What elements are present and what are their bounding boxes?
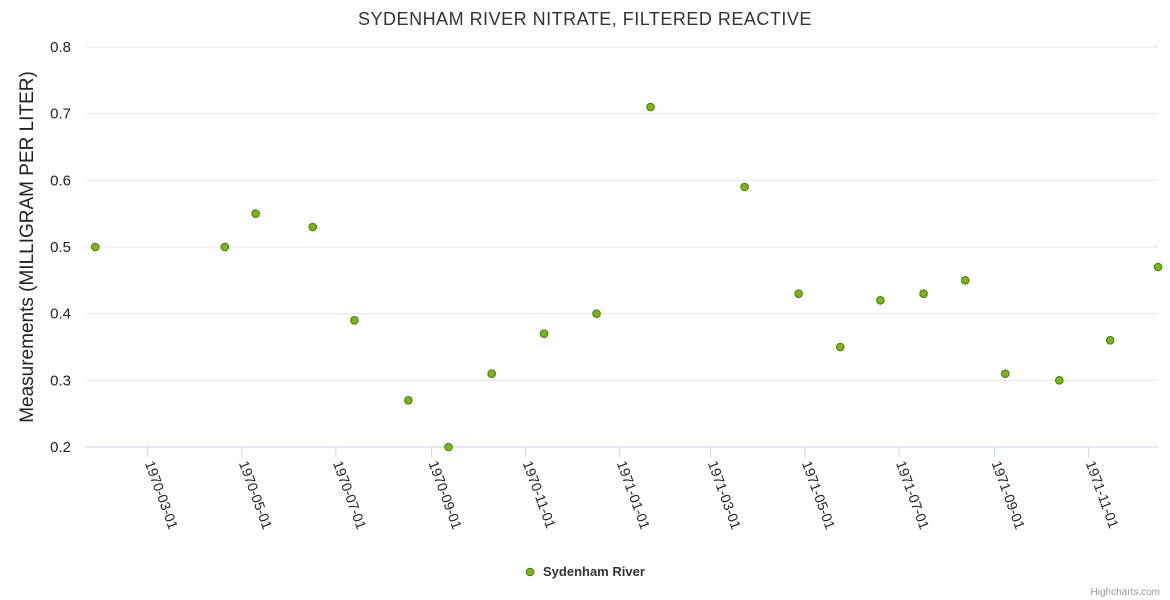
data-point[interactable] [308, 222, 318, 232]
x-tick-label: 1971-09-01 [989, 459, 1029, 532]
data-point[interactable] [404, 396, 413, 405]
x-tick-label: 1971-01-01 [614, 459, 654, 532]
data-point[interactable] [90, 242, 100, 252]
legend[interactable]: Sydenham River [525, 564, 645, 579]
y-tick-label: 0.7 [50, 106, 71, 123]
data-point[interactable] [794, 289, 803, 298]
x-tick-label: 1971-05-01 [799, 459, 839, 532]
data-points [90, 102, 1163, 452]
data-point[interactable] [835, 342, 845, 352]
data-point[interactable] [251, 209, 260, 218]
data-point[interactable] [487, 369, 496, 378]
data-point[interactable] [1153, 262, 1163, 272]
chart-title: SYDENHAM RIVER NITRATE, FILTERED REACTIV… [358, 9, 812, 29]
y-tick-label: 0.8 [50, 39, 71, 56]
data-point[interactable] [444, 442, 453, 452]
y-tick-label: 0.2 [50, 439, 71, 456]
x-tick-label: 1970-07-01 [330, 459, 370, 532]
data-point[interactable] [539, 329, 549, 338]
y-axis-label: Measurements (MILLIGRAM PER LITER) [17, 71, 38, 423]
x-tick-label: 1971-03-01 [705, 459, 745, 532]
y-axis-tick-labels: 0.2 0.3 0.4 0.5 0.6 0.7 0.8 [50, 39, 71, 456]
x-tick-label: 1971-11-01 [1083, 459, 1122, 531]
y-tick-label: 0.5 [50, 239, 71, 256]
data-point[interactable] [220, 242, 230, 252]
y-tick-label: 0.4 [50, 306, 71, 323]
x-tick-label: 1970-03-01 [142, 459, 182, 532]
x-tick-label: 1970-05-01 [236, 459, 276, 532]
x-axis-ticks: 1970-03-01 1970-05-01 1970-07-01 1970-09-01… [142, 447, 1122, 532]
y-tick-label: 0.3 [50, 372, 71, 389]
data-point[interactable] [1105, 336, 1115, 345]
x-tick-label: 1970-11-01 [520, 459, 559, 531]
legend-marker [525, 567, 535, 577]
data-point[interactable] [646, 102, 655, 112]
x-tick-label: 1971-07-01 [893, 459, 933, 532]
data-point[interactable] [740, 182, 749, 192]
data-point[interactable] [592, 309, 601, 318]
credits-link[interactable]: Highcharts.com [1091, 587, 1160, 598]
data-point[interactable] [350, 316, 359, 325]
data-point[interactable] [919, 289, 928, 298]
data-point[interactable] [1000, 369, 1010, 378]
grid-lines [86, 46, 1158, 381]
data-point[interactable] [960, 276, 970, 285]
y-tick-label: 0.6 [50, 172, 71, 189]
x-tick-label: 1970-09-01 [426, 459, 466, 532]
data-point[interactable] [876, 296, 885, 305]
data-point[interactable] [1054, 376, 1064, 385]
legend-label[interactable]: Sydenham River [543, 564, 645, 579]
